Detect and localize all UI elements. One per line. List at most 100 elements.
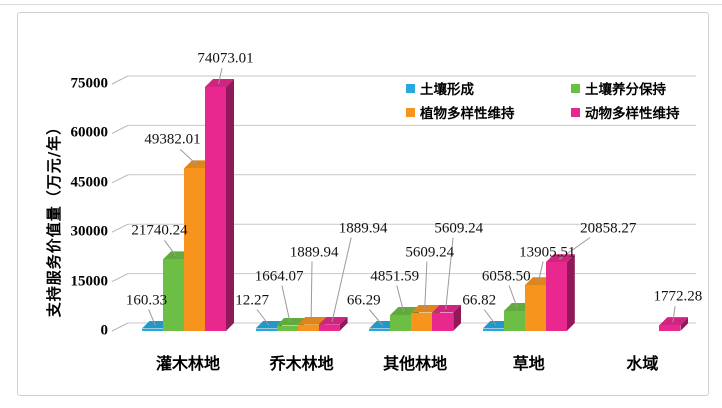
leader-line (537, 261, 544, 283)
bar-top-face (369, 321, 398, 329)
bar-data-label: 66.82 (462, 292, 497, 308)
bar-side-face (226, 79, 234, 331)
category-label: 乔木林地 (269, 354, 334, 373)
bar (545, 262, 567, 331)
bar (163, 259, 184, 331)
legend-item: 土壤形成 (406, 76, 569, 100)
bar (255, 328, 277, 331)
bar-top-face (659, 317, 688, 325)
bar (524, 285, 546, 331)
leader-line (396, 285, 405, 313)
bar-top-face (163, 251, 192, 259)
bar (184, 168, 205, 331)
bar (432, 312, 454, 331)
bar-data-label: 74073.01 (197, 50, 254, 67)
bar-side-face (567, 254, 575, 331)
bar-top-face (432, 305, 461, 313)
y-tick-label: 60000 (70, 124, 109, 141)
bar-data-label: 1889.94 (289, 244, 339, 260)
bar-data-label: 13905.51 (519, 244, 576, 260)
leader-line (331, 237, 352, 322)
axis-tick-connector (111, 322, 129, 332)
legend-item: 植物多样性维持 (406, 100, 569, 124)
legend-swatch (571, 107, 580, 117)
bar-top-face (504, 303, 533, 311)
legend-label: 植物多样性维持 (420, 106, 515, 122)
legend-label: 土壤形成 (420, 82, 474, 98)
bar-top-face (205, 79, 234, 87)
bar-data-label: 66.29 (346, 292, 381, 308)
bar-top-face (184, 160, 213, 168)
leader-line (256, 309, 270, 326)
chart-frame: 支持服务价值量（万元/年） 0 15000 30000 45000 60000 75000… (17, 12, 709, 396)
bar (297, 324, 319, 331)
bar (369, 328, 391, 331)
bar (659, 325, 681, 331)
leader-line (424, 261, 428, 310)
bar (482, 328, 504, 331)
bar-data-label: 21740.24 (131, 222, 188, 239)
bar (318, 324, 340, 331)
axis-tick-connector (111, 124, 129, 134)
y-tick-label: 0 (100, 322, 109, 339)
bar (142, 328, 163, 331)
bar-side-face (453, 305, 461, 331)
bar (411, 312, 433, 331)
leader-line (672, 306, 676, 323)
leader-line (281, 285, 291, 323)
bar-top-face (298, 317, 327, 325)
bar-top-face (277, 318, 306, 326)
bar-data-label: 4851.59 (370, 268, 420, 284)
bar-data-label: 5609.24 (405, 244, 455, 260)
bar-top-face (525, 277, 554, 285)
legend-item: 土壤养分保持 (571, 76, 680, 100)
bar-data-label: 1889.94 (338, 220, 388, 236)
bar-top-face (319, 317, 348, 325)
legend-swatch (406, 83, 415, 93)
bar (276, 325, 298, 331)
bar-data-label: 6058.50 (481, 268, 531, 284)
leader-line (218, 67, 223, 85)
y-tick-label: 75000 (70, 75, 109, 92)
leader-lines-layer (148, 67, 676, 326)
bar-data-label: 1664.07 (254, 268, 304, 284)
legend-label: 动物多样性维持 (585, 106, 680, 122)
page-top-border (0, 4, 722, 5)
bar-top-face (390, 307, 419, 315)
category-label: 草地 (512, 354, 545, 373)
legend-label: 土壤养分保持 (585, 82, 666, 98)
bar-top-face (483, 321, 512, 329)
bar-top-face (256, 321, 285, 329)
bar-data-label: 20858.27 (580, 220, 637, 236)
legend-swatch (571, 83, 580, 93)
bar-data-label: 160.33 (125, 292, 168, 308)
data-labels-layer: 160.33 21740.24 49382.01 74073.01 12.27 1664.… (18, 13, 708, 395)
axis-tick-connector (111, 273, 129, 283)
bar-side-face (340, 317, 348, 331)
leader-line (179, 149, 198, 166)
y-tick-label: 45000 (70, 174, 109, 191)
legend: 土壤形成 土壤养分保持植物多样性维持 动物多样性维持 (406, 76, 680, 124)
bar (503, 311, 525, 331)
leader-line (164, 240, 177, 257)
leader-line (483, 309, 497, 326)
legend-item: 动物多样性维持 (571, 100, 680, 124)
bar (205, 87, 226, 331)
bar-data-label: 1772.28 (653, 288, 703, 305)
category-label: 其他林地 (383, 354, 448, 373)
bar-data-label: 49382.01 (144, 131, 201, 148)
leader-line (310, 261, 313, 322)
leader-line (445, 237, 454, 310)
legend-swatch (406, 107, 415, 117)
category-label: 水域 (626, 354, 659, 373)
bar-side-face (680, 317, 688, 331)
category-label: 灌木林地 (155, 354, 221, 373)
y-tick-label: 30000 (70, 223, 109, 240)
bar-top-face (411, 305, 440, 313)
axis-tick-connector (111, 174, 129, 184)
bar-data-label: 12.27 (235, 292, 269, 308)
leader-line (559, 237, 591, 260)
bar (390, 315, 412, 331)
leader-line (148, 309, 156, 326)
